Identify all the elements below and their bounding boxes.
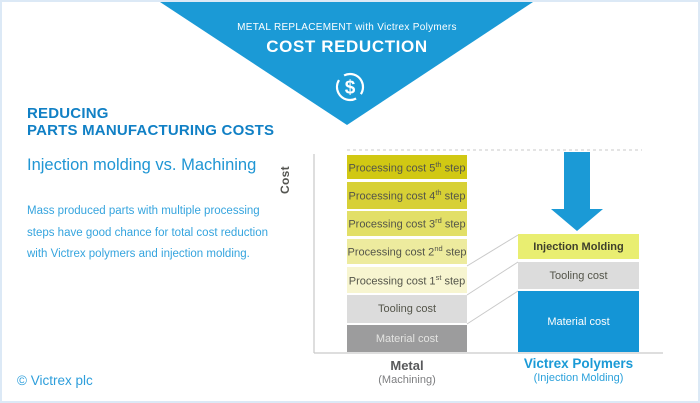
bar-segment: Processing cost 5th step (347, 155, 467, 179)
bar-segment: Material cost (347, 325, 467, 352)
banner-kicker: METAL REPLACEMENT with Victrex Polymers (237, 22, 457, 33)
victrex-bar: Injection Molding Tooling cost Material … (518, 234, 639, 352)
metal-label: Metal (390, 358, 424, 373)
page-title-line2: PARTS MANUFACTURING COSTS (27, 121, 275, 139)
intro-paragraph-line2: steps have good chance for total cost re… (27, 226, 269, 239)
cost-reduction-arrow-icon (551, 152, 603, 231)
bar-segment: Material cost (518, 291, 639, 352)
connector-line-processing (466, 234, 519, 267)
subtitle: Injection molding vs. Machining (27, 156, 257, 174)
bar-segment: Injection Molding (518, 234, 639, 259)
bar-segment: Processing cost 3rd step (347, 211, 467, 236)
copyright-text: © Victrex plc (17, 373, 93, 388)
connector-line-material (466, 290, 519, 325)
y-axis-label: Cost (278, 166, 292, 194)
metal-bar: Processing cost 5th step Processing cost… (347, 155, 467, 352)
dollar-circle-arcs (335, 72, 365, 102)
bar-segment: Processing cost 1st step (347, 267, 467, 293)
intro-paragraph: Mass produced parts with multiple proces… (27, 201, 268, 266)
bar-segment: Processing cost 4th step (347, 182, 467, 209)
bar-segment: Tooling cost (347, 295, 467, 323)
victrex-category-label: Victrex Polymers (Injection Molding) (518, 356, 639, 385)
bar-segment: Tooling cost (518, 262, 639, 289)
banner-title: COST REDUCTION (266, 37, 428, 56)
victrex-sublabel: (Injection Molding) (533, 372, 624, 384)
dollar-cycle-icon: $ (335, 72, 365, 102)
dollar-glyph: $ (345, 78, 356, 99)
page-title-line1: REDUCING (27, 105, 109, 122)
intro-paragraph-line1: Mass produced parts with multiple proces… (27, 205, 260, 217)
victrex-label: Victrex Polymers (523, 356, 634, 371)
intro-paragraph-line3: with Victrex polymers and injection mold… (27, 248, 250, 260)
connector-line-tooling (466, 261, 519, 296)
page-title: REDUCING PARTS MANUFACTURING COSTS (27, 105, 275, 139)
metal-category-label: Metal (Machining) (347, 358, 467, 387)
bar-segment: Processing cost 2nd step (347, 239, 467, 264)
metal-sublabel: (Machining) (378, 374, 436, 386)
